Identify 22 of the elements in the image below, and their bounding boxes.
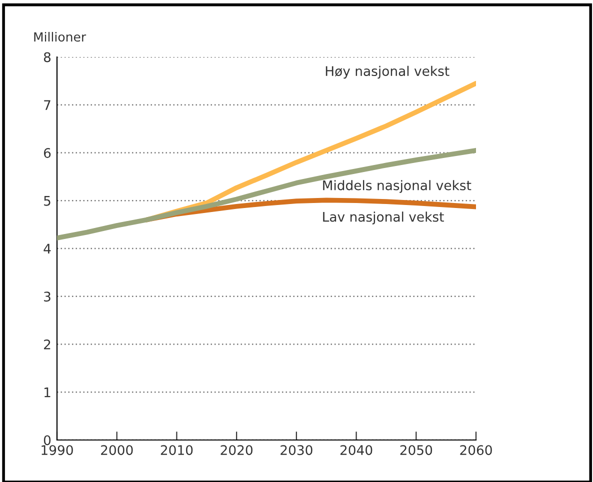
y-tick-label: 7 (44, 100, 50, 110)
x-tick-label: 2020 (220, 445, 252, 456)
x-tick-label: 2050 (400, 445, 432, 456)
y-tick-label: 2 (44, 339, 50, 350)
x-tick-label: 2000 (101, 445, 133, 456)
y-tick-label: 1 (44, 388, 50, 398)
y-tick-label: 0 (44, 435, 51, 446)
x-tick-label: 2040 (340, 445, 372, 456)
x-tick-label: 2030 (280, 445, 312, 456)
x-tick-label: 1990 (42, 445, 73, 456)
y-tick-label: 6 (44, 148, 51, 158)
series-label: Høy nasjonal vekst (326, 66, 450, 79)
x-tick-label: 2060 (460, 445, 492, 456)
series-label: Lav nasjonal vekst (323, 212, 444, 224)
line-series (57, 148, 476, 240)
y-tick-label: 8 (44, 52, 51, 62)
y-tick-label: 4 (44, 244, 51, 254)
series-label: Middels nasjonal vekst (323, 180, 472, 193)
y-tick-label: 5 (44, 196, 50, 206)
x-tick-label: 2010 (160, 445, 193, 456)
y-axis-title: Millioner (34, 32, 86, 42)
y-tick-label: 3 (44, 292, 50, 302)
